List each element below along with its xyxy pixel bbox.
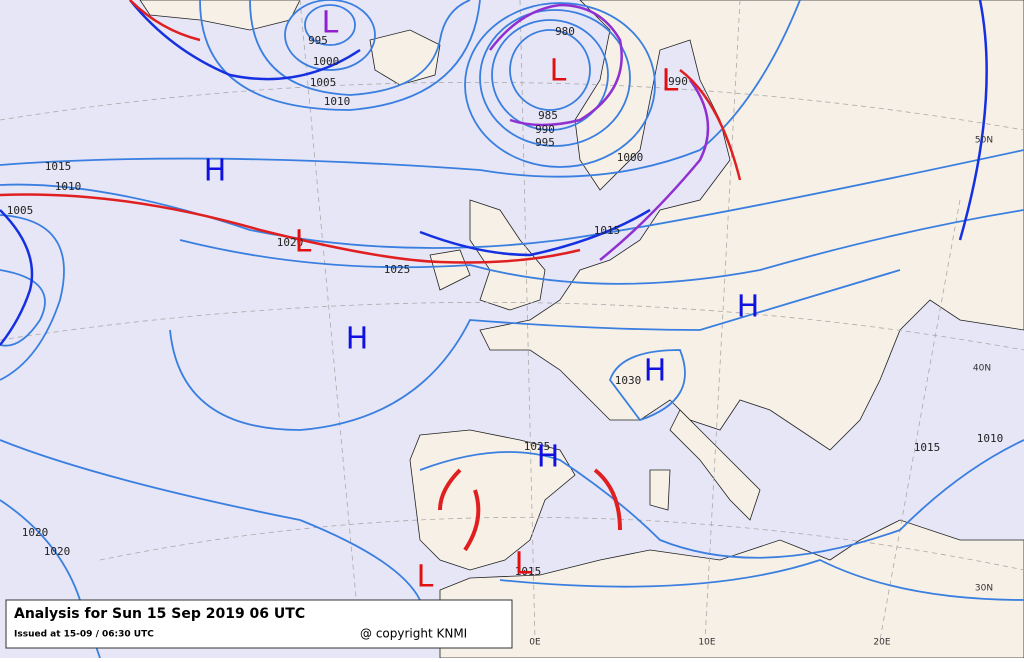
fronts <box>0 0 988 552</box>
graticule <box>0 0 1024 641</box>
isobar-label: 1010 <box>324 95 351 108</box>
isobar-label: 1020 <box>277 236 304 249</box>
isobar-label: 1025 <box>384 263 411 276</box>
pressure-center: H <box>537 440 560 475</box>
isobar-label: 995 <box>535 136 555 149</box>
graticule-label: 0E <box>529 638 541 648</box>
isobar-label: 1030 <box>615 374 642 387</box>
pressure-center: L <box>295 225 312 260</box>
pressure-center: L <box>662 64 679 99</box>
isobar-label: 995 <box>308 34 328 47</box>
graticule-label: 10E <box>698 638 715 648</box>
isobar-label: 1020 <box>44 545 71 558</box>
pressure-center: L <box>417 560 434 595</box>
issued-time: Issued at 15-09 / 06:30 UTC <box>14 630 154 640</box>
land <box>139 0 1024 659</box>
isobar-label: 985 <box>538 109 558 122</box>
isobar-label: 1020 <box>22 526 49 539</box>
isobar-label: 990 <box>535 123 555 136</box>
isobar-label: 980 <box>555 25 575 38</box>
graticule-label: 40N <box>973 364 991 374</box>
pressure-center: H <box>644 354 667 389</box>
graticule-label: 50N <box>975 136 993 146</box>
isobar-label: 1005 <box>7 204 34 217</box>
isobar-label: 1015 <box>45 160 72 173</box>
pressure-center: L <box>515 547 532 582</box>
title-box: Analysis for Sun 15 Sep 2019 06 UTC Issu… <box>5 599 513 649</box>
pressure-center: H <box>346 322 369 357</box>
isobar-label: 990 <box>668 75 688 88</box>
isobar-label: 1015 <box>515 565 542 578</box>
pressure-center: H <box>737 290 760 325</box>
isobar-label: 1015 <box>914 441 941 454</box>
map-title: Analysis for Sun 15 Sep 2019 06 UTC <box>14 606 305 622</box>
pressure-center: L <box>550 54 567 89</box>
isobar-label: 1025 <box>524 440 551 453</box>
isobar-label: 1005 <box>310 76 337 89</box>
copyright: @ copyright KNMI <box>360 627 467 641</box>
graticule-label: 30N <box>975 584 993 594</box>
isobar-label: 1010 <box>55 180 82 193</box>
isobar-label: 1000 <box>617 151 644 164</box>
labels: 9951000100510109809859909959901000101510… <box>7 6 1004 648</box>
isobar-label: 1010 <box>977 432 1004 445</box>
isobar-label: 1000 <box>313 55 340 68</box>
title-panel <box>5 599 513 649</box>
pressure-center: H <box>204 154 227 189</box>
isobar-label: 1015 <box>594 224 621 237</box>
pressure-center: L <box>322 6 339 41</box>
graticule-label: 20E <box>873 638 890 648</box>
